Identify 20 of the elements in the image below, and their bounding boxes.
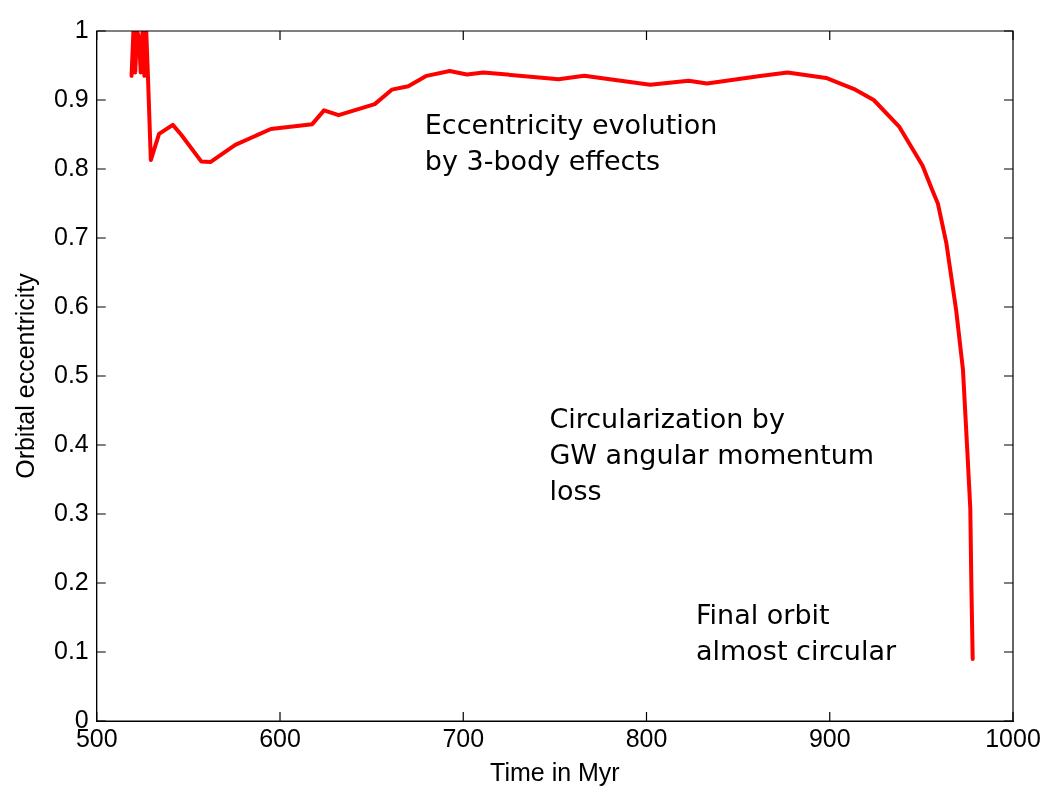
y-tick-label: 0.4 <box>53 428 89 457</box>
annotation: Eccentricity evolution by 3-body effects <box>424 109 718 177</box>
y-tick-label: 1 <box>74 14 89 43</box>
y-tick-label: 0.2 <box>53 566 89 595</box>
annotation: Circularization by GW angular momentum loss <box>549 402 875 506</box>
x-tick-label: 800 <box>625 723 668 752</box>
y-tick-label: 0.9 <box>53 83 89 112</box>
y-axis-title: Orbital eccentricity <box>10 272 39 479</box>
y-tick-label: 0.8 <box>53 152 89 181</box>
y-tick-label: 0.3 <box>53 497 89 526</box>
x-axis-title: Time in Myr <box>490 757 620 786</box>
annotation: Final orbit almost circular <box>695 599 897 667</box>
x-tick-label: 1000 <box>985 723 1041 752</box>
y-tick-label: 0.6 <box>53 290 89 319</box>
x-tick-label: 600 <box>259 723 301 752</box>
x-tick-label: 700 <box>442 723 485 752</box>
y-tick-label: 0.5 <box>53 359 89 388</box>
x-tick-label: 900 <box>808 723 851 752</box>
y-tick-label: 0.1 <box>53 635 89 664</box>
y-tick-label: 0.7 <box>53 221 89 250</box>
